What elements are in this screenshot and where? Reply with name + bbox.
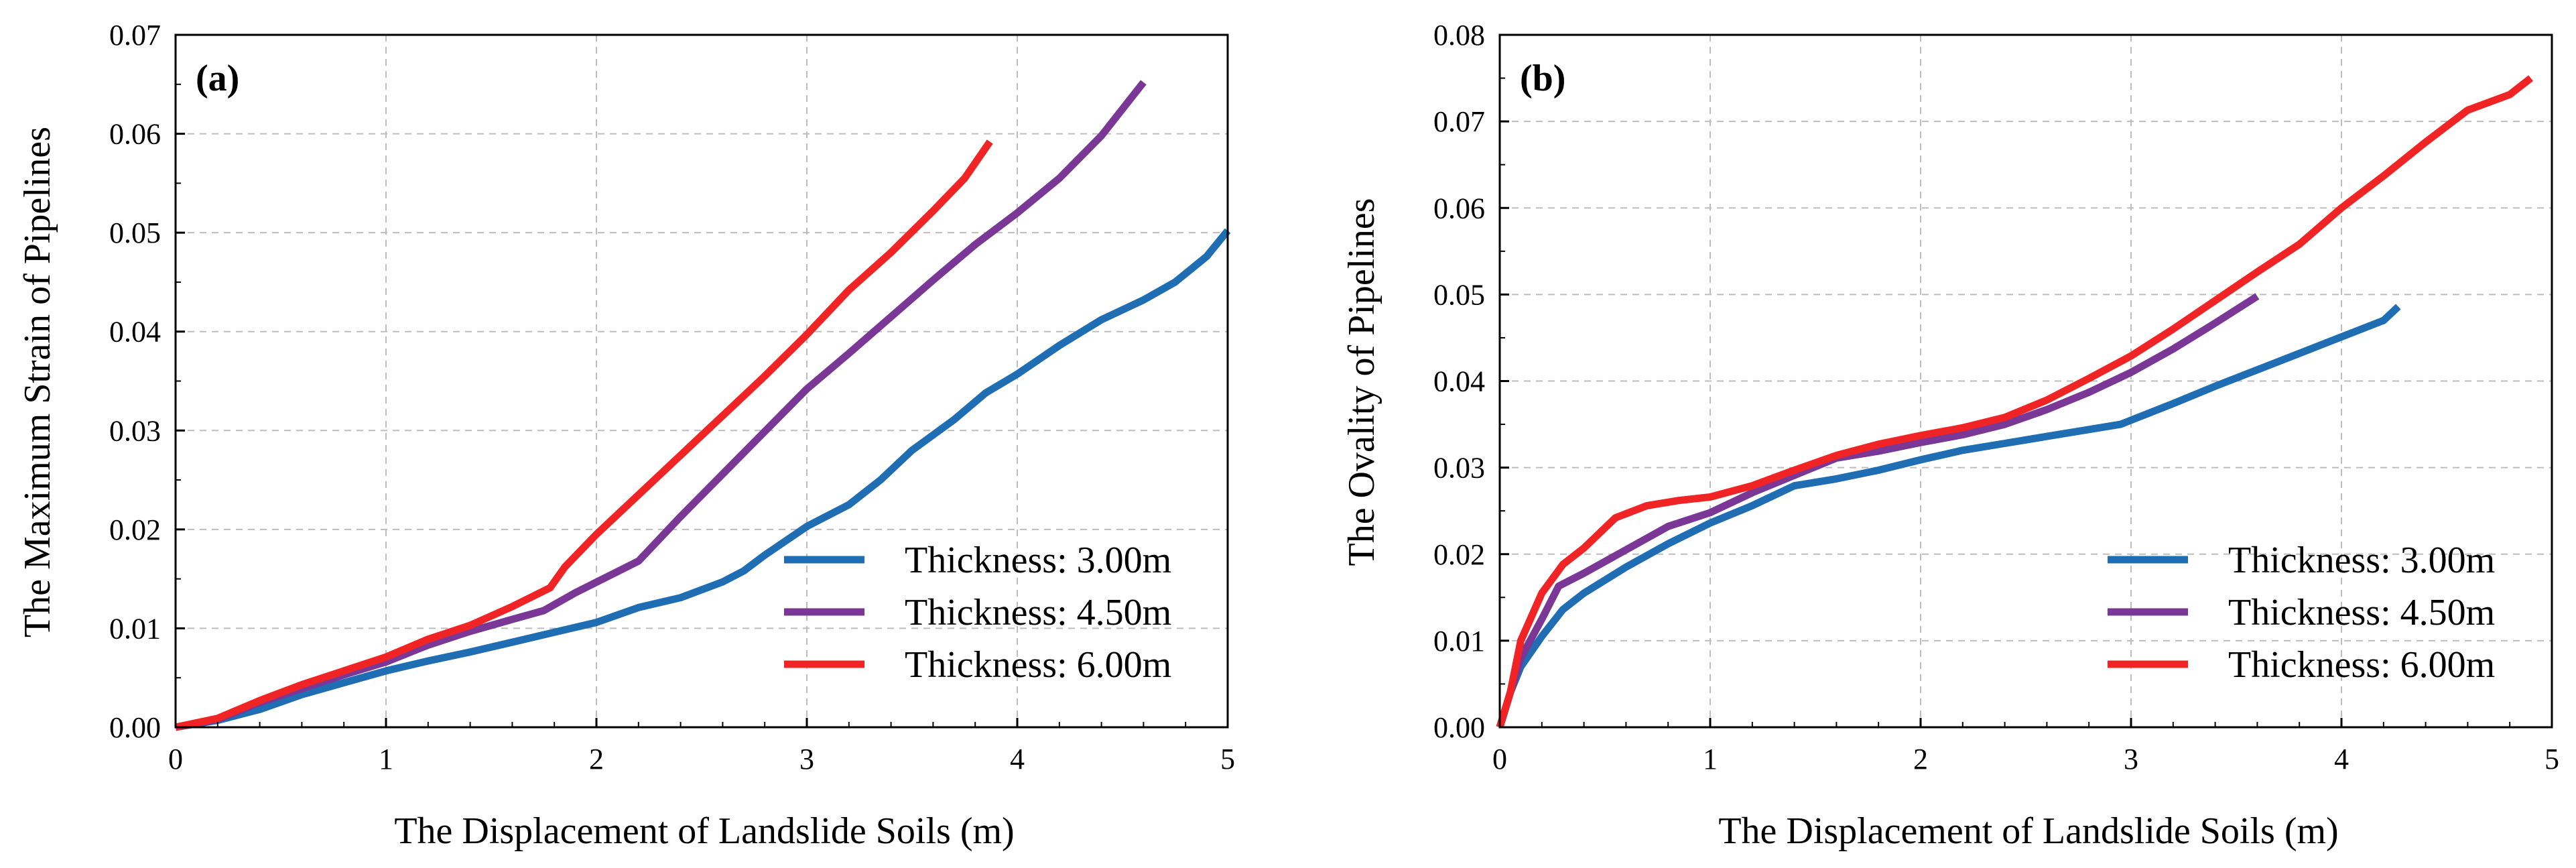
x-tick-label: 0 (168, 743, 183, 776)
legend-label: Thickness: 4.50m (2228, 592, 2495, 633)
series-line-3 (1496, 75, 2533, 729)
x-tick-label: 3 (2124, 743, 2138, 776)
legend-label: Thickness: 3.00m (2228, 540, 2495, 581)
y-tick-label: 0.00 (109, 711, 161, 744)
y-tick-label: 0.03 (1433, 452, 1485, 485)
x-tick-label: 1 (1703, 743, 1718, 776)
x-tick-label: 1 (379, 743, 393, 776)
y-axis-label-b: The Ovality of Pipelines (1341, 198, 1382, 566)
panel-label-b: (b) (1520, 58, 1565, 99)
x-tick-label: 2 (1913, 743, 1928, 776)
y-tick-label: 0.07 (109, 19, 161, 52)
y-tick-label: 0.01 (1433, 625, 1485, 658)
y-tick-label: 0.01 (109, 612, 161, 645)
series-line-1 (1496, 304, 2401, 729)
y-tick-label: 0.04 (109, 316, 161, 349)
grid-a (176, 35, 1228, 727)
x-tick-label: 5 (2545, 743, 2559, 776)
legend-a: Thickness: 3.00m Thickness: 4.50m Thicknes… (784, 540, 1171, 686)
y-tick-label: 0.05 (1433, 278, 1485, 311)
x-tick-label: 4 (2334, 743, 2349, 776)
legend-b: Thickness: 3.00m Thickness: 4.50m Thicknes… (2108, 540, 2495, 686)
x-tick-label: 4 (1010, 743, 1025, 776)
panel-label-a: (a) (196, 58, 239, 99)
ticks-b: 0 1 2 3 4 5 0.00 0.01 0.02 0.03 0.04 0.05 0.06 0.07 0.… (1433, 19, 2559, 776)
series-group-b (1496, 75, 2533, 729)
y-tick-label: 0.04 (1433, 365, 1485, 398)
ticks-a: 0 1 2 3 4 5 0.00 0.01 0.02 0.03 0.04 0.05 0.06 0.07 (109, 19, 1235, 776)
series-line-2 (174, 80, 1147, 731)
y-tick-label: 0.08 (1433, 19, 1485, 52)
legend-label: Thickness: 6.00m (905, 644, 1171, 686)
grid-b (1500, 35, 2552, 727)
legend-label: Thickness: 4.50m (905, 592, 1171, 633)
x-axis-label-a: The Displacement of Landslide Soils (m) (394, 810, 1014, 852)
y-tick-label: 0.02 (109, 513, 161, 546)
series-line-3 (174, 139, 993, 731)
y-tick-label: 0.06 (1433, 192, 1485, 225)
legend-label: Thickness: 3.00m (905, 540, 1171, 581)
series-group-a (174, 80, 1231, 731)
y-tick-label: 0.03 (109, 414, 161, 447)
x-tick-label: 3 (799, 743, 814, 776)
y-tick-label: 0.07 (1433, 105, 1485, 138)
chart-panel-b: 0 1 2 3 4 5 0.00 0.01 0.02 0.03 0.04 0.05 0.06 0.07 0.… (1341, 19, 2559, 852)
y-axis-label-a: The Maximum Strain of Pipelines (17, 127, 58, 637)
y-tick-label: 0.05 (109, 216, 161, 249)
x-tick-label: 2 (589, 743, 604, 776)
series-line-1 (175, 228, 1231, 731)
x-axis-label-b: The Displacement of Landslide Soils (m) (1718, 810, 2338, 852)
chart-panel-a: 0 1 2 3 4 5 0.00 0.01 0.02 0.03 0.04 0.05 0.06 0.07 (… (17, 19, 1235, 852)
legend-label: Thickness: 6.00m (2228, 644, 2495, 686)
y-tick-label: 0.00 (1433, 711, 1485, 744)
x-tick-label: 0 (1492, 743, 1507, 776)
y-tick-label: 0.02 (1433, 538, 1485, 571)
y-tick-label: 0.06 (109, 118, 161, 151)
x-tick-label: 5 (1220, 743, 1235, 776)
